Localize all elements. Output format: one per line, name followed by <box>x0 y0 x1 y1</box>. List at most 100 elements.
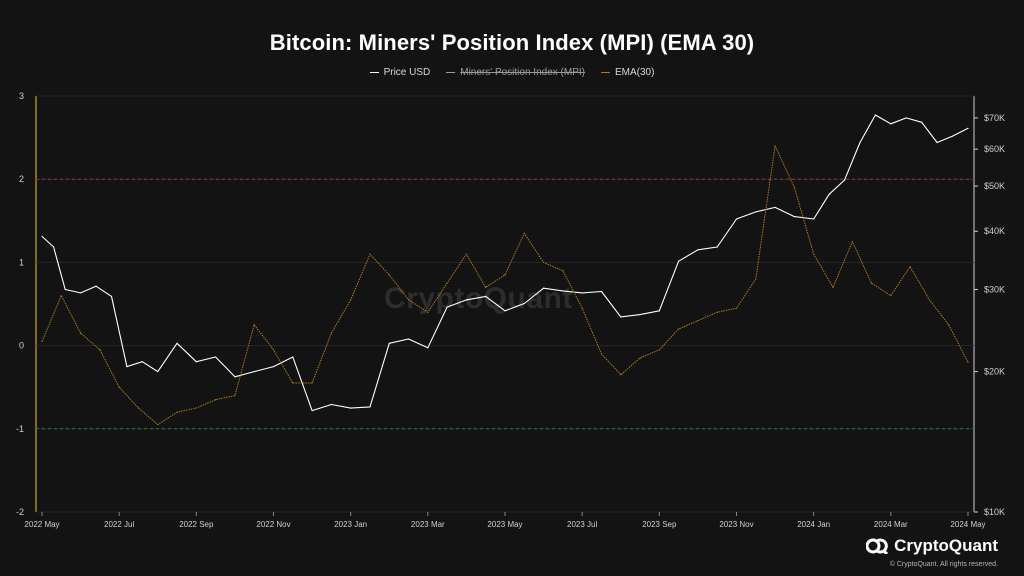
left-tick-label: 0 <box>19 341 24 351</box>
ema30-point <box>967 361 969 363</box>
price-point <box>581 292 583 294</box>
ema30-point <box>253 324 255 326</box>
left-tick-label: -1 <box>16 424 24 434</box>
ema30-point <box>485 286 487 288</box>
x-tick-label: 2024 May <box>950 520 985 529</box>
price-point <box>639 314 641 316</box>
brand: CryptoQuant <box>865 536 998 556</box>
ema30-point <box>388 274 390 276</box>
price-point <box>735 218 738 220</box>
price-point <box>427 347 429 349</box>
price-point <box>936 141 938 144</box>
x-tick-label: 2022 Jul <box>104 520 134 529</box>
ema30-point <box>774 145 776 147</box>
ema30-point <box>870 282 873 284</box>
x-tick-label: 2022 May <box>24 520 59 529</box>
legend-swatch-mpi <box>446 72 456 73</box>
ema30-point <box>176 411 178 413</box>
ema30-point <box>99 349 101 351</box>
left-tick-label: -2 <box>16 507 24 517</box>
price-point <box>504 310 506 312</box>
ema30-point <box>928 299 931 301</box>
legend-swatch-ema <box>600 72 610 73</box>
price-point <box>95 285 97 287</box>
price-point <box>292 356 294 358</box>
x-tick-label: 2024 Jan <box>797 520 830 529</box>
cryptoquant-logo-icon <box>865 538 889 556</box>
legend-label-ema: EMA(30) <box>614 67 655 78</box>
price-point <box>485 295 487 297</box>
ema30-point <box>793 186 795 189</box>
price-point <box>126 366 128 368</box>
legend-swatch-price <box>369 72 379 73</box>
left-tick-label: 1 <box>19 257 24 267</box>
left-tick-label: 2 <box>19 174 24 184</box>
price-point <box>330 403 332 406</box>
price-point <box>921 121 923 123</box>
ema30-point <box>137 407 140 409</box>
ema30-point <box>678 328 680 330</box>
price-point <box>793 216 795 218</box>
ema30-point <box>755 278 757 280</box>
price-point <box>215 356 217 358</box>
ema30-point <box>195 407 197 409</box>
ema30-point <box>504 274 506 276</box>
ema30-point <box>234 394 236 397</box>
price-point <box>813 218 815 220</box>
right-tick-label: $30K <box>984 285 1005 295</box>
ema30-point <box>311 382 313 384</box>
ema30-point <box>330 332 332 334</box>
right-tick-label: $70K <box>984 113 1005 123</box>
price-point <box>678 260 680 262</box>
x-tick-label: 2024 Mar <box>874 520 908 529</box>
x-tick-label: 2023 Jan <box>334 520 367 529</box>
ema30-point <box>157 424 159 426</box>
price-point <box>234 376 236 378</box>
price-point <box>658 310 660 312</box>
ema30-point <box>41 340 43 343</box>
chart-title: Bitcoin: Miners' Position Index (MPI) (E… <box>269 30 755 55</box>
price-point <box>716 246 718 248</box>
legend-item-mpi[interactable]: Miners' Position Index (MPI) <box>446 67 585 78</box>
price-point <box>110 295 113 297</box>
x-tick-label: 2023 Sep <box>642 520 677 529</box>
price-point <box>369 406 371 408</box>
price-point <box>253 371 255 373</box>
price-point <box>523 302 525 305</box>
price-point <box>697 249 699 251</box>
ema30-point <box>948 324 950 326</box>
ema30-point <box>581 307 583 309</box>
price-point <box>951 135 954 137</box>
x-tick-label: 2022 Nov <box>256 520 290 529</box>
price-point <box>465 299 468 301</box>
ema30-point <box>350 299 352 301</box>
price-point <box>350 407 352 409</box>
ema30-point <box>407 299 410 301</box>
legend-item-price[interactable]: Price USD <box>369 67 430 78</box>
ema30-point <box>716 311 718 313</box>
ema30-point <box>600 353 603 355</box>
ema30-point <box>658 349 660 351</box>
right-tick-label: $10K <box>984 507 1005 517</box>
price-point <box>774 206 776 208</box>
price-point <box>157 371 159 373</box>
ema30-point <box>735 307 738 309</box>
ema30-point <box>639 357 641 359</box>
price-point <box>890 123 892 125</box>
ema30-point <box>909 265 911 268</box>
ema30-point <box>465 253 468 255</box>
ema30-point <box>562 270 564 272</box>
ema30-point <box>851 241 853 243</box>
legend-label-mpi: Miners' Position Index (MPI) <box>460 67 585 78</box>
chart-legend: Price USD Miners' Position Index (MPI) E… <box>0 67 1024 78</box>
ema30-point <box>60 295 62 297</box>
legend-item-ema[interactable]: EMA(30) <box>600 67 655 78</box>
copyright: © CryptoQuant. All rights reserved. <box>889 561 998 568</box>
price-point <box>562 290 564 292</box>
left-tick-label: 3 <box>19 91 24 101</box>
ema30-point <box>832 286 834 288</box>
price-point <box>843 179 846 181</box>
ema30-point <box>79 332 82 334</box>
x-tick-label: 2022 Sep <box>179 520 214 529</box>
price-point <box>79 292 82 294</box>
